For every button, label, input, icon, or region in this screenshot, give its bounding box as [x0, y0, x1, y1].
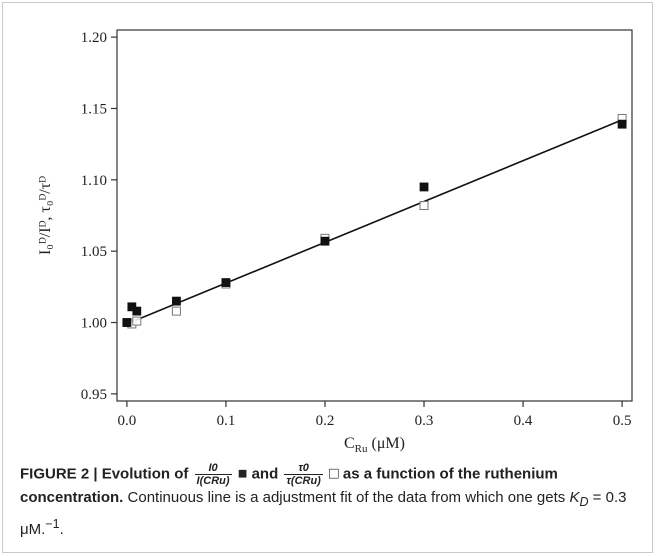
caption-fraction-intensity: I0 I(CRu)	[194, 462, 232, 487]
x-tick-label: 0.4	[514, 413, 533, 429]
data-point-filled	[122, 318, 132, 327]
x-tick-label: 0.3	[415, 413, 434, 429]
fit-line	[126, 119, 623, 325]
kd-subscript: D	[579, 495, 589, 509]
open-square-icon: □	[329, 465, 339, 483]
data-point-filled	[617, 119, 627, 129]
figure-caption: FIGURE 2 | Evolution of I0 I(CRu) ■ and …	[20, 462, 640, 541]
data-point-filled	[132, 306, 142, 316]
caption-and: and	[251, 465, 279, 483]
y-tick-label: 1.20	[81, 30, 107, 46]
kd-symbol: K	[569, 489, 580, 506]
fraction-denominator: τ(CRu)	[286, 475, 321, 487]
y-tick-label: 1.00	[81, 316, 107, 332]
kd-value: = 0.3 μM.	[20, 489, 627, 538]
caption-prefix: FIGURE 2 | Evolution of	[20, 465, 189, 483]
fraction-denominator: I(CRu)	[196, 475, 230, 487]
x-tick-label: 0.1	[217, 413, 236, 429]
data-point-filled	[320, 236, 330, 246]
kd-exponent: −1	[45, 517, 60, 531]
data-point-open	[171, 306, 181, 316]
filled-square-icon: ■	[237, 465, 248, 483]
x-axis-title: CRu (μM)	[344, 435, 405, 455]
data-point-filled	[172, 296, 181, 306]
caption-bold-rest: as a function of the ruthenium concentra…	[20, 465, 558, 506]
y-tick-label: 0.95	[81, 387, 107, 403]
y-axis-title: I₀ᴰ/Iᴰ, τ₀ᴰ/τᴰ	[37, 176, 54, 255]
caption-fraction-lifetime: τ0 τ(CRu)	[284, 462, 323, 487]
plot-frame	[116, 29, 633, 402]
y-tick-label: 1.10	[81, 173, 107, 189]
x-tick-label: 0.5	[613, 413, 632, 429]
data-point-filled	[419, 182, 429, 192]
data-point-open	[132, 316, 142, 326]
y-tick-label: 1.15	[81, 101, 107, 117]
caption-end: .	[59, 521, 64, 538]
x-tick-label: 0.0	[118, 413, 137, 429]
data-point-open	[419, 201, 429, 211]
y-tick-label: 1.05	[81, 244, 107, 260]
chart: 0.0 0.1 0.2 0.3 0.4 0.5 0.95 1.00 1.05 1.10 1.15 1.…	[37, 29, 633, 455]
fraction-numerator: τ0	[284, 462, 323, 475]
x-tick-label: 0.2	[316, 413, 335, 429]
caption-text: Continuous line is a adjustment fit of t…	[127, 489, 566, 506]
data-point-filled	[221, 278, 231, 287]
fraction-numerator: I0	[194, 462, 232, 475]
